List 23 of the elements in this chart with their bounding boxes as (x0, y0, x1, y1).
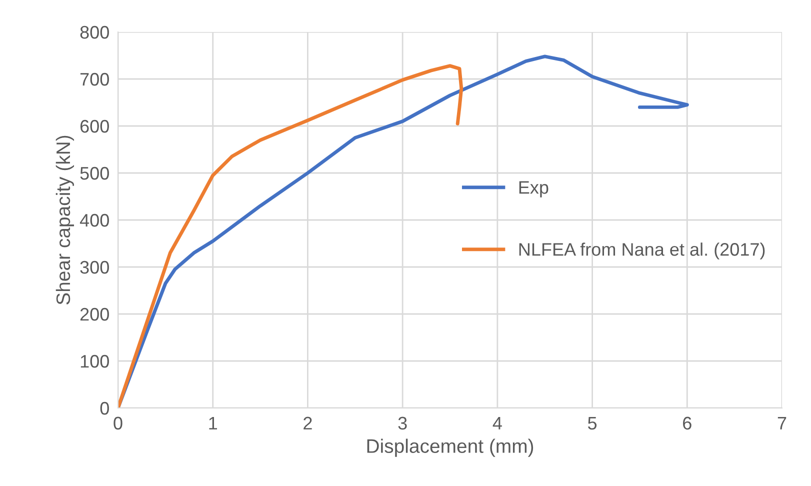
y-tick-label: 700 (80, 72, 109, 86)
legend-label: Exp (519, 181, 548, 198)
y-tick-label: 500 (80, 166, 109, 180)
legend-label: NLFEA from Nana et al. (2017) (519, 242, 765, 260)
x-tick-label: 3 (398, 416, 407, 430)
y-tick-label: 200 (80, 308, 109, 321)
y-tick-label: 300 (80, 260, 109, 274)
x-tick-label: 2 (304, 416, 312, 430)
x-tick-label: 4 (492, 416, 502, 430)
x-tick-label: 6 (683, 416, 692, 430)
y-axis-title: Shear capacity (kN) (56, 136, 74, 304)
y-tick-label: 600 (80, 120, 109, 133)
y-tick-label: 0 (100, 402, 109, 415)
x-tick-label: 7 (778, 416, 786, 430)
y-tick-label: 400 (80, 214, 109, 227)
x-tick-label: 1 (209, 416, 217, 430)
y-tick-label: 800 (80, 26, 109, 39)
y-tick-label: 100 (80, 354, 109, 368)
x-tick-label: 5 (588, 416, 597, 430)
x-tick-label: 0 (114, 416, 122, 430)
x-axis-title: Displacement (mm) (367, 438, 534, 457)
line-series (118, 54, 689, 408)
line-series (118, 64, 464, 408)
